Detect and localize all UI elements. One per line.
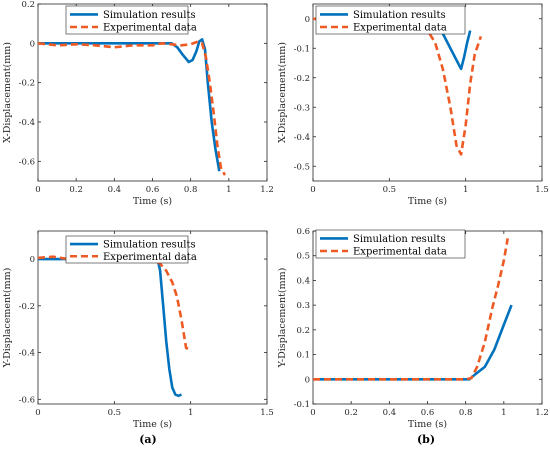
legend-simulation-label: Simulation results <box>103 10 196 21</box>
y-tick-label: 0.5 <box>296 252 310 262</box>
x-tick-label: 0.6 <box>146 185 160 195</box>
y-tick-label: -0.1 <box>294 400 310 410</box>
y-tick-label: 0 <box>305 15 310 25</box>
legend-experimental-label: Experimental data <box>103 252 197 263</box>
y-tick-label: 0 <box>30 39 35 49</box>
legend-box <box>65 235 189 264</box>
x-tick-label: 1 <box>226 185 231 195</box>
chart-panel-b-bottom: 0 0.2 0.4 0.6 0.8 1 1.20.60.50.40.30.20.10-0.1… <box>277 227 549 430</box>
plot-area-b-top <box>312 3 543 182</box>
y-tick-label: -0.1 <box>294 44 310 54</box>
y-axis-label: X-Displacement(mm) <box>277 42 288 143</box>
simulation-series-line <box>313 304 513 381</box>
x-tick-label: 0.2 <box>344 408 358 418</box>
y-tick-label: 0 <box>305 375 310 385</box>
x-axis-label: Time (s) <box>133 419 172 430</box>
x-tick-label: 0.5 <box>383 185 397 195</box>
y-axis-label: Y-Displacement(mm) <box>2 268 13 369</box>
y-axis-label: Y-Displacement(mm) <box>277 268 288 369</box>
legend-experimental-label: Experimental data <box>353 247 447 258</box>
x-axis-label: Time (s) <box>133 196 172 207</box>
x-tick-label: 0.4 <box>383 408 397 418</box>
legend-b-top: Simulation results Experimental data <box>315 5 466 35</box>
chart-panel-a-top: 0 0.2 0.4 0.6 0.8 1 1.2 0.2 0 -0.2 -0.4 -0.6 Time (s… <box>2 0 274 207</box>
x-tick-label: 1 <box>463 185 468 195</box>
legend-b-bottom: Simulation results Experimental data <box>315 229 466 259</box>
y-tick-label: -0.2 <box>294 74 310 84</box>
legend-simulation-label: Simulation results <box>103 240 196 251</box>
y-tick-label: 0 <box>30 255 35 265</box>
legend-box <box>315 229 466 259</box>
y-tick-label: -0.4 <box>294 133 310 143</box>
experimental-series-line <box>37 255 192 352</box>
experimental-series-line <box>313 238 509 381</box>
x-tick-label: 0.6 <box>421 408 435 418</box>
y-tick-label: -0.6 <box>19 395 35 405</box>
x-tick-label: 0.5 <box>108 408 122 418</box>
experimental-series-line <box>37 40 227 176</box>
y-tick-label: -0.6 <box>19 157 35 167</box>
x-tick-label: 1 <box>501 408 506 418</box>
legend-experimental-label: Experimental data <box>103 23 197 34</box>
y-tick-label: 0.1 <box>296 351 310 361</box>
y-tick-label: 0.3 <box>296 301 310 311</box>
x-tick-label: 0 <box>35 185 40 195</box>
caption-b: (b) <box>417 433 435 446</box>
simulation-series-line <box>38 38 221 172</box>
x-tick-label: 1.2 <box>535 408 549 418</box>
legend-simulation-label: Simulation results <box>353 10 446 21</box>
x-tick-label: 1.2 <box>260 185 274 195</box>
simulation-series-line <box>38 253 182 398</box>
x-tick-label: 0.8 <box>459 408 473 418</box>
y-tick-label: -0.5 <box>294 162 310 172</box>
y-tick-label: 0.2 <box>21 0 35 10</box>
y-axis-label: X-Displacement(mm) <box>2 42 13 143</box>
y-tick-label: -0.4 <box>19 118 35 128</box>
y-tick-label: -0.3 <box>294 103 310 113</box>
plot-area-a-bottom <box>37 230 268 405</box>
y-tick-label: 0.2 <box>296 326 310 336</box>
legend-experimental-label: Experimental data <box>353 23 447 34</box>
x-tick-label: 0 <box>310 185 315 195</box>
experimental-series-line <box>313 17 483 156</box>
y-tick-label: -0.4 <box>19 349 35 359</box>
x-tick-label: 1.5 <box>535 185 549 195</box>
caption-a: (a) <box>139 433 157 446</box>
x-tick-label: 1.5 <box>260 408 274 418</box>
y-tick-label: 0.4 <box>296 276 310 286</box>
chart-panel-b-top: 0 0.5 1 1.5 0 -0.1 -0.2 -0.3 -0.4 -0.5 Time (s) X-D… <box>277 3 549 207</box>
x-tick-label: 0.4 <box>108 185 122 195</box>
x-tick-label: 1 <box>188 408 193 418</box>
legend-box <box>65 5 189 35</box>
y-tick-label: -0.2 <box>19 302 35 312</box>
x-tick-label: 0.2 <box>69 185 83 195</box>
x-axis-label: Time (s) <box>408 196 447 207</box>
x-tick-label: 0 <box>310 408 315 418</box>
legend-box <box>315 5 466 35</box>
x-tick-label: 0 <box>35 408 40 418</box>
chart-panel-a-bottom: 0 0.5 1 1.5 0 -0.2 -0.4 -0.6 Time (s) Y-Displacem… <box>2 230 274 430</box>
x-axis-label: Time (s) <box>408 419 447 430</box>
legend-simulation-label: Simulation results <box>353 234 446 245</box>
x-tick-label: 0.8 <box>184 185 198 195</box>
legend-a-top: Simulation results Experimental data <box>65 5 197 35</box>
y-tick-label: -0.2 <box>19 79 35 89</box>
y-tick-label: 0.6 <box>296 227 310 237</box>
